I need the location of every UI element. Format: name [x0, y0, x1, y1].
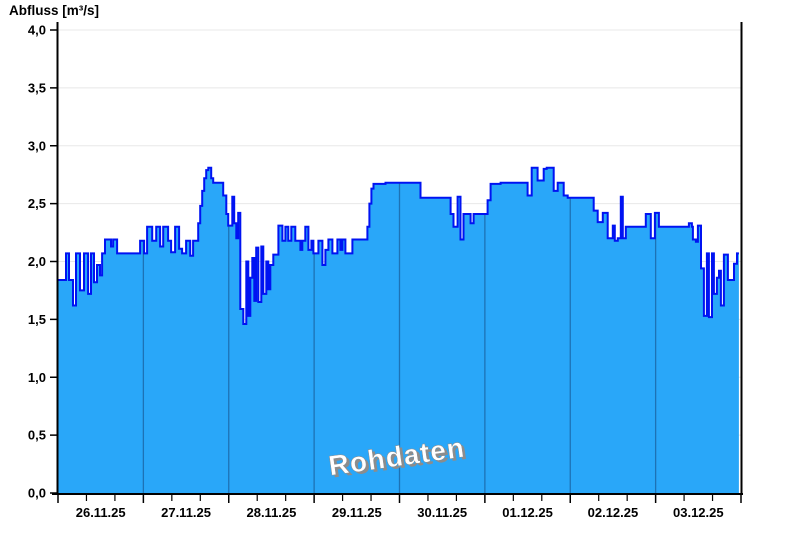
x-tick-label: 29.11.25 — [332, 505, 382, 520]
discharge-line — [58, 166, 739, 325]
y-tick-label: 4,0 — [28, 23, 46, 38]
y-tick-label: 1,5 — [28, 312, 46, 327]
y-tick-label: 0,0 — [28, 486, 46, 501]
y-tick-label: 3,0 — [28, 138, 46, 153]
day-separators — [142, 167, 657, 493]
x-tick-label: 28.11.25 — [246, 505, 296, 520]
y-tick-label: 3,5 — [28, 80, 46, 95]
y-tick-label: 0,5 — [28, 428, 46, 443]
x-tick-label: 30.11.25 — [417, 505, 467, 520]
x-tick-label: 03.12.25 — [673, 505, 724, 520]
x-tick-label: 02.12.25 — [588, 505, 639, 520]
x-tick-label: 27.11.25 — [161, 505, 211, 520]
chart-title: Abfluss [m³/s] — [9, 3, 100, 18]
x-tick-label: 01.12.25 — [502, 505, 553, 520]
y-tick-label: 2,5 — [28, 196, 46, 211]
x-tick-label: 26.11.25 — [76, 505, 126, 520]
y-tick-label: 2,0 — [28, 254, 46, 269]
y-tick-label: 1,0 — [28, 370, 46, 385]
plot-area[interactable] — [58, 22, 741, 493]
